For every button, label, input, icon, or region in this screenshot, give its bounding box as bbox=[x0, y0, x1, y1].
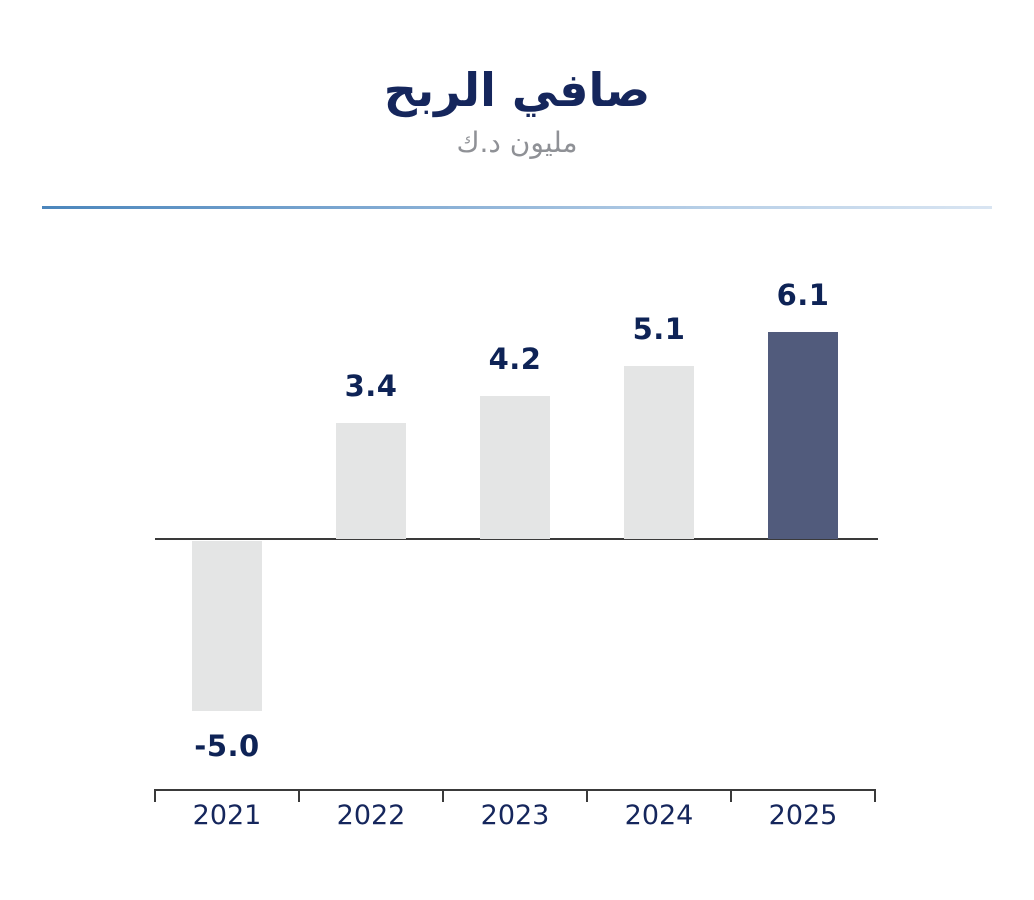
x-axis-tick bbox=[586, 789, 588, 802]
x-axis-label-2024: 2024 bbox=[624, 800, 694, 831]
x-axis-tick bbox=[730, 789, 732, 802]
bar-2023 bbox=[480, 396, 550, 539]
x-axis-label-2025: 2025 bbox=[768, 800, 838, 831]
bar-2025 bbox=[768, 331, 838, 539]
x-axis-label-2022: 2022 bbox=[336, 800, 406, 831]
chart-title: صافي الربح bbox=[383, 63, 651, 117]
zero-baseline bbox=[155, 538, 878, 540]
bar-value-label-2022: 3.4 bbox=[344, 369, 398, 404]
chart-subtitle-unit: مليون د.ك bbox=[456, 126, 578, 159]
x-axis-tick bbox=[154, 789, 156, 802]
x-axis-tick bbox=[874, 789, 876, 802]
x-axis-tick bbox=[442, 789, 444, 802]
x-axis-label-2023: 2023 bbox=[480, 800, 550, 831]
bar-value-label-2024: 5.1 bbox=[632, 311, 686, 346]
bar-value-label-2021: -5.0 bbox=[194, 729, 260, 763]
bar-2021 bbox=[192, 541, 262, 711]
bar-2022 bbox=[336, 423, 406, 539]
header-divider-line bbox=[42, 206, 992, 209]
x-axis-tick bbox=[298, 789, 300, 802]
x-axis-label-2021: 2021 bbox=[192, 800, 262, 831]
bar-value-label-2025: 6.1 bbox=[776, 277, 830, 312]
bar-2024 bbox=[624, 365, 694, 539]
bar-value-label-2023: 4.2 bbox=[488, 342, 542, 377]
chart-header: صافي الربح مليون د.ك bbox=[0, 62, 1034, 160]
x-axis-line bbox=[154, 789, 876, 791]
